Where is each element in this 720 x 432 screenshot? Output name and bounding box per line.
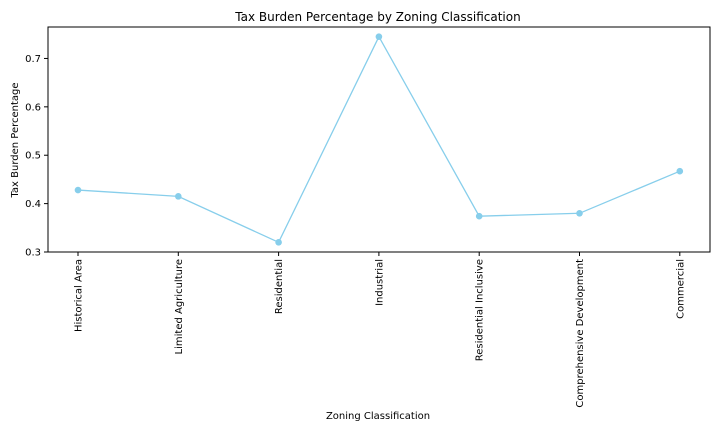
- data-point: [175, 193, 182, 200]
- x-axis: Historical Area Limited Agriculture Reside…: [74, 252, 686, 408]
- series-layer: [74, 33, 684, 246]
- y-axis: 0.3 0.4 0.5 0.6 0.7: [25, 54, 48, 259]
- x-tick-label: Commercial: [675, 259, 686, 319]
- chart-title: Tax Burden Percentage by Zoning Classifi…: [234, 10, 520, 24]
- x-axis-label: Zoning Classification: [326, 411, 430, 422]
- y-tick-label: 0.3: [25, 248, 41, 259]
- series-line: [77, 35, 681, 244]
- plot-frame: [47, 26, 711, 253]
- x-tick-label: Comprehensive Development: [575, 259, 586, 408]
- data-point: [475, 212, 483, 220]
- y-tick-label: 0.4: [25, 199, 41, 210]
- y-tick-label: 0.7: [25, 54, 41, 65]
- data-point: [375, 33, 383, 40]
- data-point: [74, 186, 82, 194]
- y-tick-label: 0.5: [25, 151, 41, 162]
- y-tick-label: 0.6: [25, 102, 41, 113]
- x-tick-label: Residential: [274, 259, 285, 314]
- x-tick-label: Industrial: [374, 259, 385, 306]
- data-point: [576, 209, 583, 217]
- data-point: [275, 239, 282, 246]
- data-point: [676, 167, 684, 175]
- y-axis-label: Tax Burden Percentage: [10, 82, 21, 198]
- x-tick-label: Limited Agriculture: [174, 259, 185, 354]
- x-tick-label: Residential Inclusive: [475, 259, 486, 361]
- x-tick-label: Historical Area: [74, 259, 85, 332]
